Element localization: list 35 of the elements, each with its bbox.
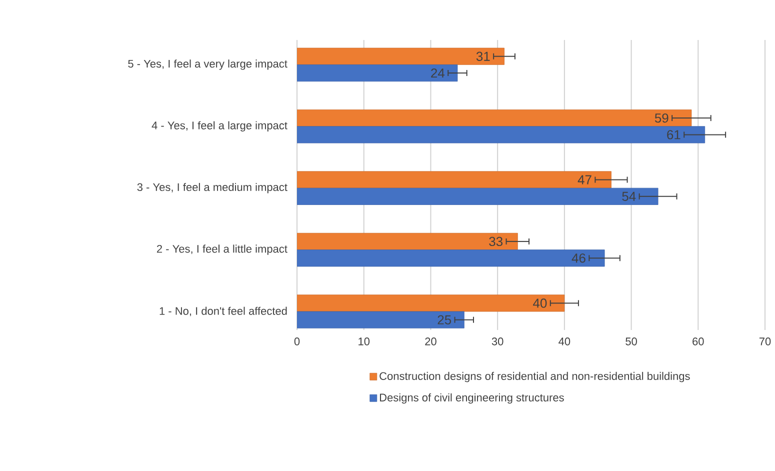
bar bbox=[297, 188, 658, 205]
bar bbox=[297, 294, 565, 312]
x-tick-label: 60 bbox=[692, 338, 704, 346]
y-tick-label: 2 - Yes, I feel a little impact bbox=[156, 244, 288, 255]
x-tick-label: 40 bbox=[558, 338, 570, 346]
y-tick-label: 3 - Yes, I feel a medium impact bbox=[137, 182, 288, 194]
bar bbox=[297, 48, 504, 65]
data-label: 46 bbox=[572, 254, 586, 263]
data-label: 47 bbox=[578, 175, 592, 184]
bar bbox=[297, 232, 518, 250]
legend-label: Designs of civil engineering structures bbox=[380, 393, 564, 404]
bar bbox=[297, 250, 605, 267]
data-label: 40 bbox=[533, 298, 547, 308]
bar bbox=[297, 311, 464, 328]
data-label: 54 bbox=[622, 192, 636, 201]
bar bbox=[297, 64, 458, 82]
data-label: 33 bbox=[489, 236, 502, 246]
data-label: 31 bbox=[476, 52, 490, 61]
bar bbox=[297, 126, 706, 144]
x-tick-label: 20 bbox=[425, 338, 436, 346]
y-tick-label: 5 - Yes, I feel a very large impact bbox=[128, 60, 288, 70]
x-tick-label: 50 bbox=[626, 338, 637, 346]
data-label: 24 bbox=[431, 68, 445, 78]
x-tick-label: 0 bbox=[294, 338, 300, 346]
y-tick-label: 4 - Yes, I feel a large impact bbox=[152, 121, 288, 132]
x-tick-label: 30 bbox=[492, 338, 504, 346]
y-tick-label: 1 - No, I don't feel affected bbox=[160, 306, 287, 316]
bar bbox=[297, 110, 692, 127]
data-label: 61 bbox=[667, 130, 680, 140]
bar bbox=[297, 171, 612, 188]
data-label: 25 bbox=[438, 315, 452, 324]
legend-label: Construction designs of residential and non-residential buildings bbox=[380, 372, 690, 382]
x-tick-label: 70 bbox=[759, 338, 771, 346]
data-label: 59 bbox=[654, 113, 668, 123]
x-tick-label: 10 bbox=[358, 338, 370, 346]
